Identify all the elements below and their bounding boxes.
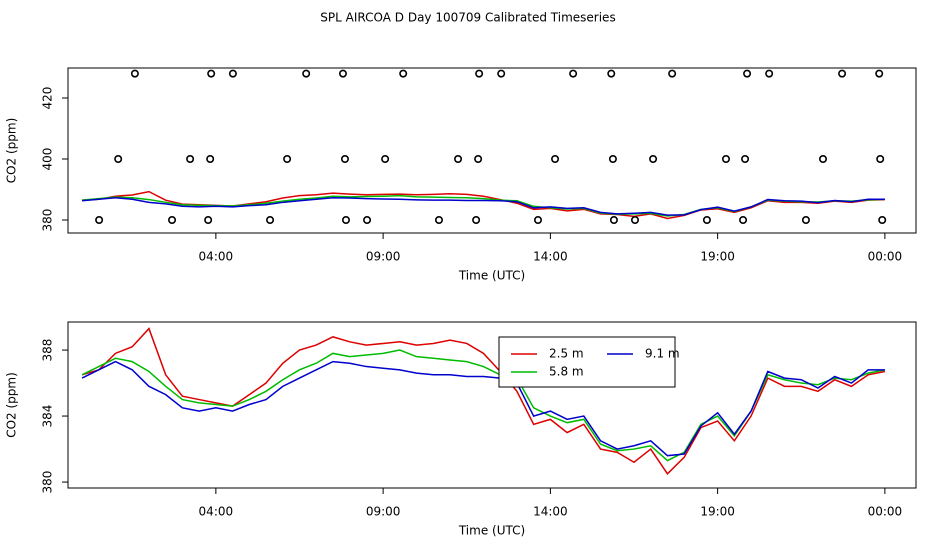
flag-point (266, 216, 275, 225)
flag-point (434, 216, 443, 225)
flag-point (631, 216, 640, 225)
legend-label: 9.1 m (645, 347, 680, 361)
flag-point (569, 69, 578, 78)
x-tick-label: 04:00 (199, 505, 234, 519)
y-tick-label: 420 (41, 87, 55, 110)
plot-frame (67, 321, 917, 489)
flag-point (533, 216, 542, 225)
page-title: SPL AIRCOA D Day 100709 Calibrated Times… (320, 11, 615, 25)
flag-point (338, 69, 347, 78)
x-tick-label: 19:00 (700, 250, 735, 264)
y-axis-label: CO2 (ppm) (5, 118, 19, 184)
flag-point (363, 216, 372, 225)
flag-point (876, 155, 885, 164)
y-tick-label: 380 (41, 209, 55, 232)
y-tick-label: 384 (41, 405, 55, 428)
flag-point (497, 69, 506, 78)
x-tick-label: 14:00 (533, 250, 568, 264)
series-line (81, 196, 885, 216)
flag-point (472, 216, 481, 225)
flag-point (878, 216, 887, 225)
flag-point (743, 69, 752, 78)
y-tick-label: 400 (41, 148, 55, 171)
flag-point (475, 69, 484, 78)
series-line (81, 360, 885, 457)
flag-point (702, 216, 711, 225)
flag-point (130, 69, 139, 78)
legend-label: 2.5 m (549, 347, 584, 361)
x-axis-label: Time (UTC) (458, 524, 525, 538)
flag-point (114, 155, 123, 164)
flag-point (551, 155, 560, 164)
x-axis-label: Time (UTC) (458, 269, 525, 283)
flag-point (340, 155, 349, 164)
flag-point (341, 216, 350, 225)
plot-frame (67, 67, 917, 234)
flag-point (186, 155, 195, 164)
flag-point (765, 69, 774, 78)
series-line (81, 194, 885, 217)
flag-point (454, 155, 463, 164)
x-tick-label: 04:00 (199, 250, 234, 264)
flag-point (668, 69, 677, 78)
x-tick-label: 09:00 (366, 505, 401, 519)
x-tick-label: 14:00 (533, 505, 568, 519)
flag-point (875, 69, 884, 78)
x-tick-label: 00:00 (868, 505, 903, 519)
x-tick-label: 19:00 (700, 505, 735, 519)
flag-point (204, 216, 213, 225)
flag-point (283, 155, 292, 164)
flag-point (302, 69, 311, 78)
flag-point (207, 69, 216, 78)
flag-point (381, 155, 390, 164)
flag-point (721, 155, 730, 164)
flag-point (819, 155, 828, 164)
flag-point (801, 216, 810, 225)
series-line (81, 327, 886, 475)
legend-box (498, 336, 676, 388)
flag-point (741, 155, 750, 164)
flag-point (739, 216, 748, 225)
flag-point (608, 155, 617, 164)
flag-point (206, 155, 215, 164)
y-axis-label: CO2 (ppm) (5, 372, 19, 438)
flag-point (95, 216, 104, 225)
flag-point (607, 69, 616, 78)
flag-point (228, 69, 237, 78)
series-line (81, 349, 886, 462)
y-tick-label: 380 (41, 471, 55, 494)
legend-label: 5.8 m (549, 365, 584, 379)
x-tick-label: 09:00 (366, 250, 401, 264)
flag-point (474, 155, 483, 164)
x-tick-label: 00:00 (868, 250, 903, 264)
flag-point (168, 216, 177, 225)
flag-point (399, 69, 408, 78)
flag-point (609, 216, 618, 225)
flag-point (649, 155, 658, 164)
y-tick-label: 388 (41, 339, 55, 362)
flag-point (838, 69, 847, 78)
